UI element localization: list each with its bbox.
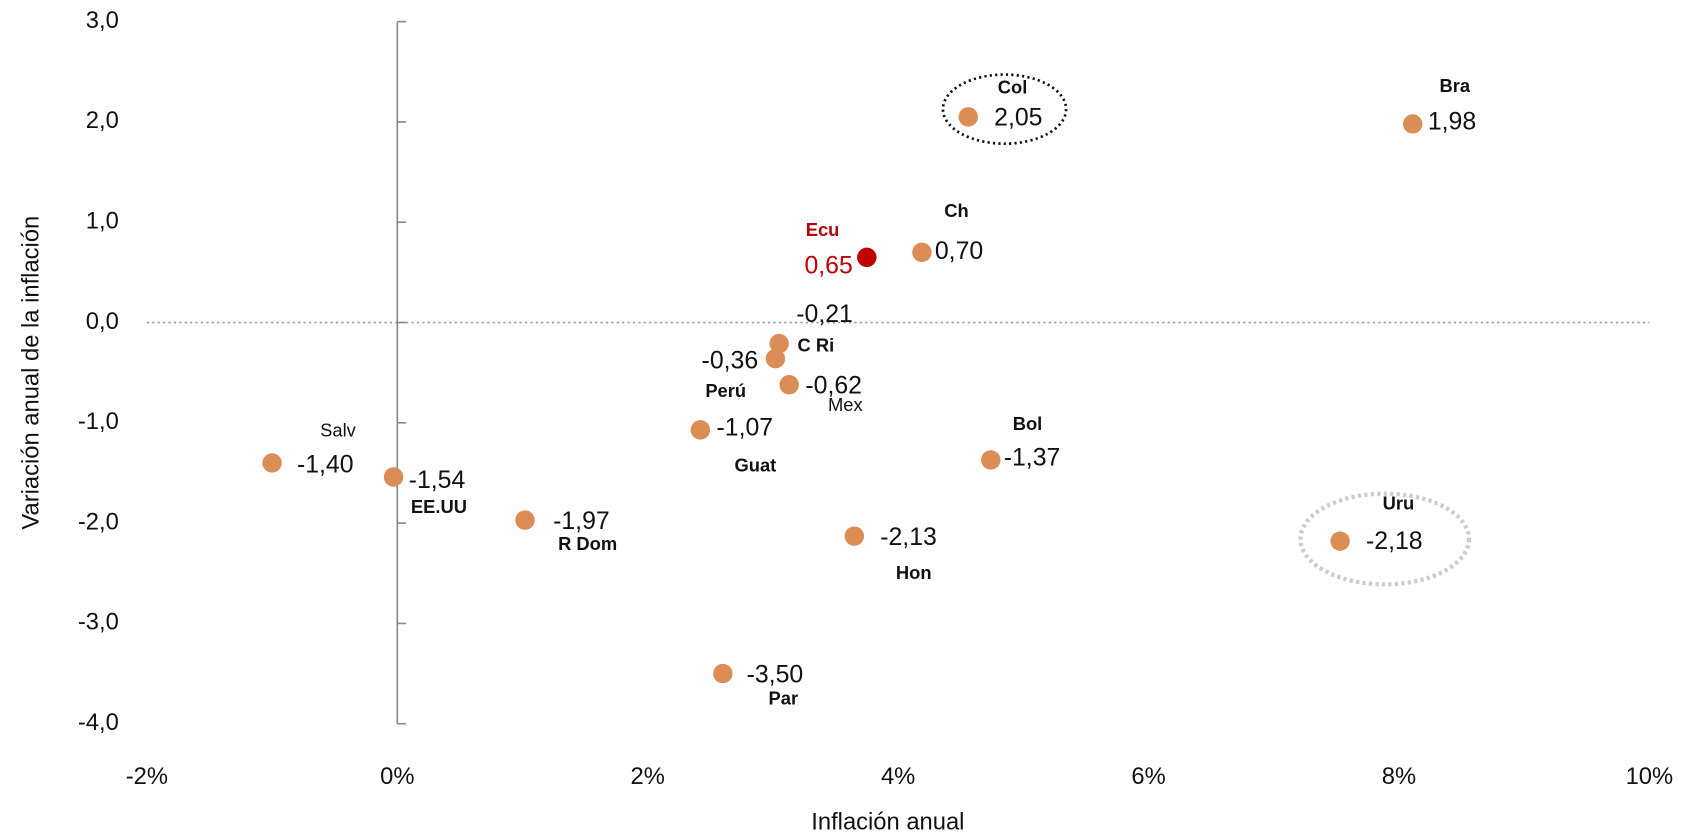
- point: [958, 107, 978, 127]
- point: [262, 453, 282, 473]
- point-name: Salv: [320, 419, 357, 440]
- point-name: Par: [769, 687, 799, 708]
- highlight-ellipse: [941, 73, 1068, 146]
- value-label: 0,65: [804, 253, 852, 280]
- x-tick-label: 0%: [380, 763, 414, 790]
- point-name: Ch: [944, 200, 968, 221]
- point-name: Guat: [734, 454, 776, 475]
- point-name: Hon: [896, 562, 932, 583]
- x-tick-label: 6%: [1131, 763, 1165, 790]
- point-name: EE.UU: [411, 496, 467, 517]
- point-name: C Ri: [798, 335, 835, 356]
- point: [779, 374, 799, 395]
- value-label: -2,18: [1366, 528, 1423, 555]
- y-tick-label: 1,0: [86, 208, 119, 235]
- x-tick-label: -2%: [126, 763, 168, 790]
- value-label: 2,05: [994, 105, 1042, 132]
- y-tick-label: -3,0: [78, 609, 119, 636]
- value-label: -1,97: [553, 508, 610, 535]
- x-tick-label: 10%: [1626, 763, 1674, 790]
- point: [383, 467, 404, 487]
- y-tick-label: -2,0: [78, 508, 119, 535]
- point: [765, 348, 786, 369]
- point: [515, 510, 535, 530]
- value-label: 0,70: [935, 238, 983, 265]
- highlight-ellipse: [1298, 491, 1472, 587]
- y-tick-label: 3,0: [86, 7, 119, 34]
- point: [844, 526, 865, 546]
- point-name: Bra: [1440, 75, 1471, 96]
- x-tick-label: 8%: [1382, 763, 1416, 790]
- point: [713, 663, 733, 684]
- point: [1330, 531, 1350, 551]
- point-name: R Dom: [558, 533, 617, 554]
- value-label: 1,98: [1428, 108, 1476, 135]
- value-label: -1,37: [1004, 444, 1061, 471]
- value-label: -3,50: [747, 661, 804, 688]
- x-tick-label: 2%: [631, 763, 665, 790]
- point-name: Perú: [705, 380, 746, 401]
- point-name: Ecu: [806, 219, 840, 240]
- point-name: Mex: [828, 394, 863, 415]
- point-name: Bol: [1013, 413, 1043, 434]
- x-tick-label: 4%: [881, 763, 915, 790]
- value-label: -1,54: [409, 467, 466, 494]
- value-label: -2,13: [880, 524, 937, 551]
- point: [690, 420, 711, 440]
- value-label: -1,40: [297, 452, 354, 479]
- y-axis-title: Variación anual de la inflación: [18, 216, 45, 530]
- value-label: -0,36: [702, 347, 759, 374]
- point-name: Col: [998, 77, 1028, 98]
- y-tick-label: -4,0: [78, 709, 119, 736]
- point: [1402, 114, 1423, 134]
- x-axis-title: Inflación anual: [811, 808, 964, 835]
- point: [769, 333, 789, 354]
- y-tick-label: -1,0: [78, 408, 119, 435]
- y-tick-label: 0,0: [86, 308, 119, 335]
- value-label: -1,07: [717, 414, 774, 441]
- point-name: Uru: [1383, 492, 1415, 513]
- point: [981, 450, 1001, 470]
- value-label: -0,21: [796, 301, 853, 328]
- point: [857, 247, 877, 268]
- point: [912, 242, 932, 263]
- value-label: -0,62: [805, 372, 862, 399]
- y-tick-label: 2,0: [86, 107, 119, 134]
